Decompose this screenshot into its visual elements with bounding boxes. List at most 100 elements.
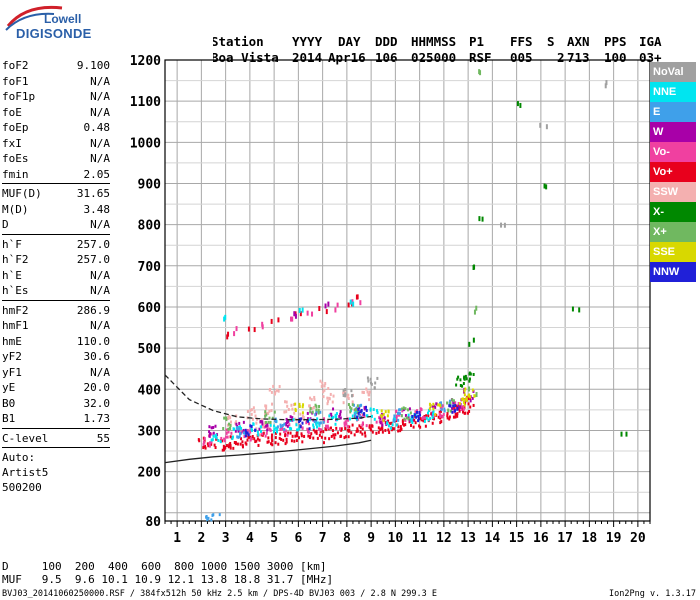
data-point [519, 102, 522, 108]
data-point [264, 422, 267, 426]
data-point [459, 384, 462, 388]
data-point [351, 400, 354, 404]
data-point [456, 414, 459, 418]
data-point [315, 422, 318, 426]
data-point [467, 396, 470, 400]
data-point [307, 434, 310, 438]
data-point [469, 405, 472, 409]
data-point [256, 430, 259, 434]
data-point [382, 418, 385, 422]
data-point [370, 424, 373, 428]
data-point [208, 432, 211, 436]
data-point [417, 414, 420, 418]
data-point [381, 421, 384, 425]
data-point [377, 426, 380, 430]
param-label: hmF1 [2, 319, 29, 332]
data-point [318, 423, 321, 427]
data-point [326, 396, 329, 400]
data-point [249, 430, 252, 434]
data-point [380, 415, 383, 419]
data-point [249, 408, 252, 412]
data-point [358, 414, 361, 418]
data-point [265, 431, 268, 435]
software-version: Ion2Png v. 1.3.17 [609, 589, 696, 599]
data-point [284, 442, 287, 446]
param-row: C-level 55 [2, 431, 110, 447]
data-point [250, 412, 253, 416]
data-point [217, 439, 220, 443]
true-height-profile [164, 439, 372, 464]
data-point [357, 417, 360, 421]
data-point [400, 414, 403, 418]
data-point [231, 435, 234, 439]
data-point [323, 417, 326, 421]
header-label: AXN [567, 34, 590, 49]
data-point [312, 423, 315, 427]
data-point [285, 417, 288, 421]
data-point [269, 428, 272, 432]
param-label: foF2 [2, 59, 29, 72]
data-point [225, 418, 228, 422]
data-point [414, 421, 417, 425]
param-value: 3.48 [83, 202, 111, 216]
data-point [358, 424, 361, 428]
data-point [241, 444, 244, 448]
data-point [236, 435, 239, 439]
data-point [329, 392, 332, 396]
data-point [318, 433, 321, 437]
data-point [286, 433, 289, 437]
data-point [316, 436, 319, 440]
data-point [465, 377, 468, 381]
data-point [419, 413, 422, 417]
data-point [231, 437, 234, 441]
data-point [419, 407, 422, 411]
data-point [395, 423, 398, 427]
param-label: D [2, 218, 9, 231]
data-point [378, 416, 381, 420]
data-point [224, 314, 227, 320]
data-point [322, 441, 325, 445]
data-point [416, 409, 419, 413]
data-point [252, 406, 255, 410]
param-value: 30.6 [83, 350, 111, 363]
data-point [210, 518, 213, 522]
data-point [408, 407, 411, 411]
data-point [324, 427, 327, 431]
data-point [422, 416, 425, 420]
data-point [292, 418, 295, 422]
data-point [318, 306, 321, 312]
data-point [299, 425, 302, 429]
data-point [354, 410, 357, 414]
data-point [270, 436, 273, 440]
y-tick-label: 1100 [130, 95, 161, 110]
data-point [318, 427, 321, 431]
data-point [253, 410, 256, 414]
data-point [218, 513, 221, 517]
data-point [261, 324, 264, 330]
data-point [297, 436, 300, 440]
data-point [287, 420, 290, 424]
logo-text-digisonde: DIGISONDE [16, 26, 92, 41]
data-point [407, 417, 410, 421]
data-point [259, 420, 262, 424]
data-point [245, 442, 248, 446]
param-row: foEp 0.48 [2, 120, 110, 136]
data-point [207, 444, 210, 448]
data-point [383, 416, 386, 420]
autoscale-info: 500200 [2, 481, 42, 494]
data-point [242, 431, 245, 435]
data-point [442, 413, 445, 417]
data-point [275, 426, 278, 430]
param-value: N/A [90, 319, 110, 332]
data-point [312, 436, 315, 440]
data-point [319, 430, 322, 434]
data-point [432, 417, 435, 421]
param-value: 32.0 [83, 396, 111, 410]
legend-entry: X+ [650, 222, 696, 242]
data-point [475, 392, 478, 398]
data-point [219, 440, 222, 444]
data-point [291, 316, 294, 322]
data-point [353, 408, 356, 412]
data-point [441, 415, 444, 419]
data-point [213, 443, 216, 447]
